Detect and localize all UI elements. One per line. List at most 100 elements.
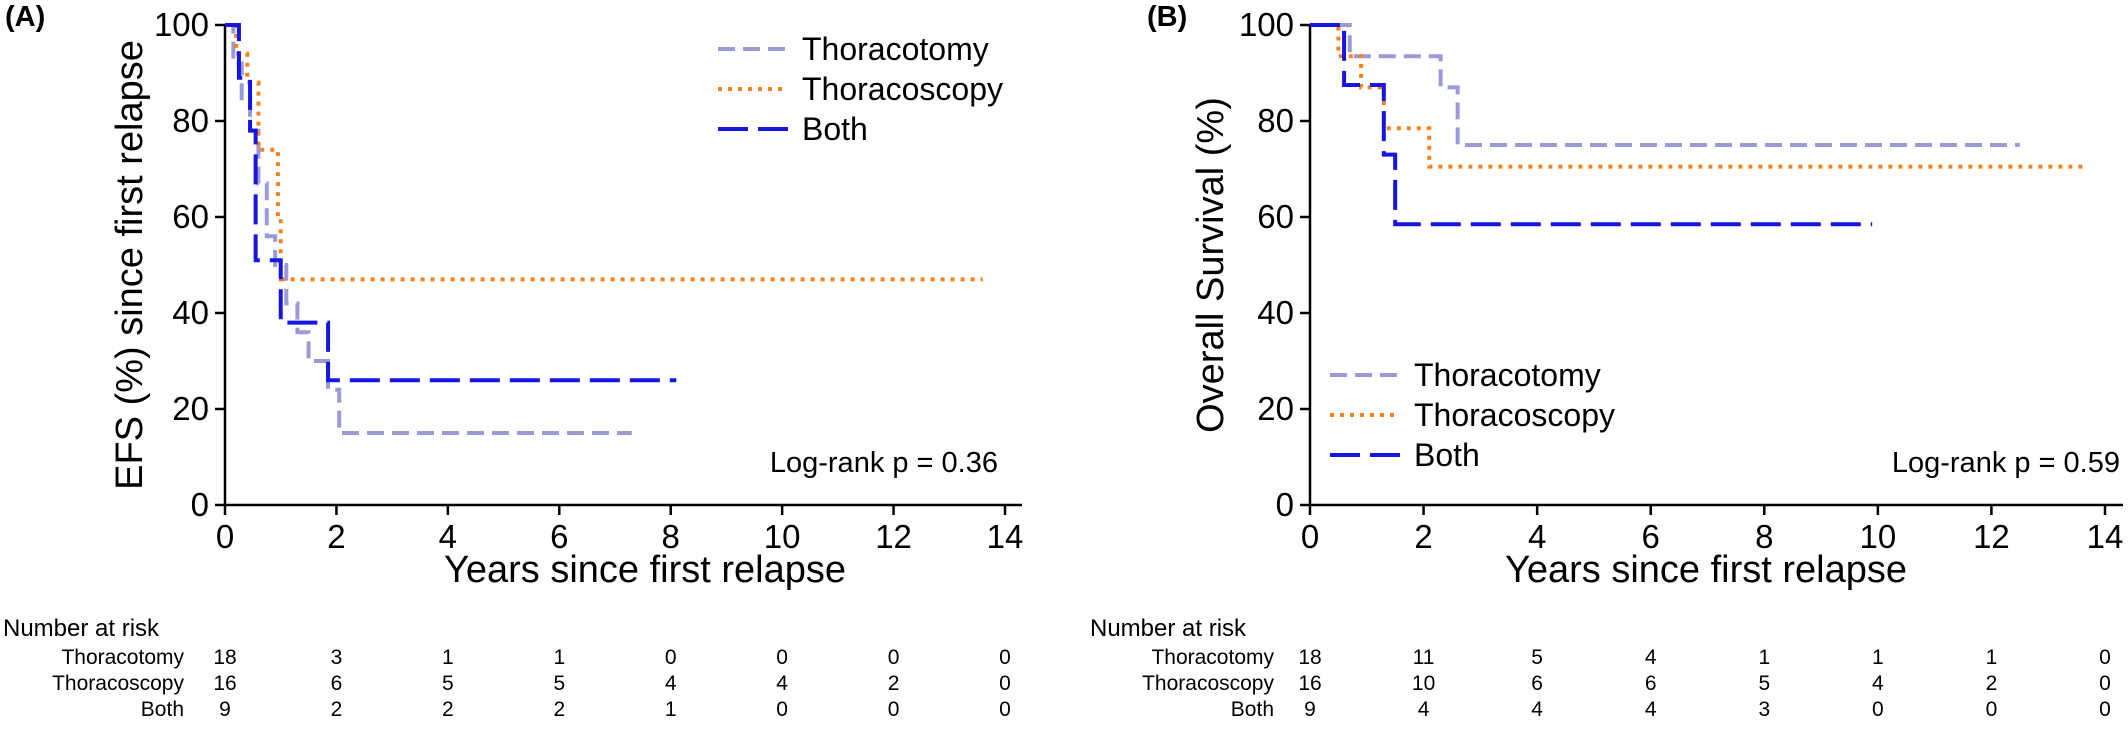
risk-count: 4 xyxy=(665,672,677,695)
x-tick-label: 2 xyxy=(327,518,345,555)
y-axis-label: EFS (%) since first relapse xyxy=(109,40,151,490)
x-tick-label: 4 xyxy=(1528,518,1546,555)
x-tick-label: 4 xyxy=(439,518,457,555)
risk-count: 0 xyxy=(665,646,677,669)
x-tick-label: 2 xyxy=(1414,518,1432,555)
risk-count: 1 xyxy=(442,646,454,669)
x-tick-label: 14 xyxy=(2087,518,2124,555)
risk-count: 2 xyxy=(1986,672,1998,695)
risk-count: 5 xyxy=(1531,646,1543,669)
risk-count: 0 xyxy=(888,646,900,669)
risk-count: 16 xyxy=(213,672,236,695)
risk-count: 1 xyxy=(1872,646,1884,669)
x-tick-label: 8 xyxy=(1755,518,1773,555)
x-tick-label: 12 xyxy=(875,518,912,555)
risk-count: 4 xyxy=(1418,698,1430,721)
panel-label: (B) xyxy=(1147,1,1187,33)
y-tick-label: 20 xyxy=(1257,390,1294,427)
risk-table-header: Number at risk xyxy=(3,615,160,642)
risk-count: 0 xyxy=(999,672,1011,695)
risk-count: 18 xyxy=(213,646,236,669)
x-axis-label: Years since first relapse xyxy=(444,549,846,591)
risk-count: 4 xyxy=(1645,698,1657,721)
risk-table-header: Number at risk xyxy=(1090,615,1247,642)
risk-count: 0 xyxy=(1986,698,1998,721)
risk-count: 9 xyxy=(219,698,231,721)
y-tick-label: 60 xyxy=(172,198,209,235)
panel-label: (A) xyxy=(5,1,45,33)
risk-count: 1 xyxy=(1758,646,1770,669)
y-tick-label: 0 xyxy=(191,486,209,523)
risk-count: 3 xyxy=(331,646,343,669)
y-axis-label: Overall Survival (%) xyxy=(1190,97,1232,433)
legend-label-both: Both xyxy=(802,111,868,147)
risk-count: 2 xyxy=(442,698,454,721)
risk-count: 4 xyxy=(776,672,788,695)
risk-count: 0 xyxy=(999,646,1011,669)
x-tick-label: 6 xyxy=(1642,518,1660,555)
legend-label-thoracoscopy: Thoracoscopy xyxy=(802,71,1003,107)
x-tick-label: 12 xyxy=(1973,518,2010,555)
risk-count: 16 xyxy=(1298,672,1321,695)
risk-row-label: Thoracotomy xyxy=(1151,646,1274,669)
y-tick-label: 20 xyxy=(172,390,209,427)
risk-row-label: Both xyxy=(1231,698,1274,721)
risk-count: 2 xyxy=(553,698,565,721)
km-curve-thoracotomy xyxy=(225,23,632,435)
risk-count: 2 xyxy=(888,672,900,695)
legend-label-thoracotomy: Thoracotomy xyxy=(1414,357,1601,393)
logrank-annotation: Log-rank p = 0.59 xyxy=(1892,447,2120,479)
y-tick-label: 60 xyxy=(1257,198,1294,235)
y-tick-label: 0 xyxy=(1276,486,1294,523)
risk-count: 6 xyxy=(1531,672,1543,695)
risk-row-label: Thoracotomy xyxy=(61,646,184,669)
y-tick-label: 100 xyxy=(1239,6,1294,43)
risk-count: 4 xyxy=(1531,698,1543,721)
risk-count: 0 xyxy=(2099,672,2111,695)
risk-count: 5 xyxy=(553,672,565,695)
x-tick-label: 0 xyxy=(216,518,234,555)
x-tick-label: 10 xyxy=(764,518,801,555)
risk-count: 1 xyxy=(1986,646,1998,669)
y-tick-label: 80 xyxy=(172,102,209,139)
y-tick-label: 100 xyxy=(154,6,209,43)
risk-count: 4 xyxy=(1872,672,1884,695)
legend-label-both: Both xyxy=(1414,437,1480,473)
risk-row-label: Both xyxy=(141,698,184,721)
risk-count: 18 xyxy=(1298,646,1321,669)
km-curve-thoracotomy xyxy=(1310,23,2020,147)
risk-count: 2 xyxy=(331,698,343,721)
risk-count: 0 xyxy=(776,698,788,721)
km-curve-both xyxy=(225,23,677,383)
legend-label-thoracotomy: Thoracotomy xyxy=(802,31,989,67)
x-tick-label: 10 xyxy=(1859,518,1896,555)
legend-label-thoracoscopy: Thoracoscopy xyxy=(1414,397,1615,433)
risk-row-label: Thoracoscopy xyxy=(1142,672,1274,695)
risk-count: 3 xyxy=(1758,698,1770,721)
risk-count: 5 xyxy=(442,672,454,695)
risk-count: 0 xyxy=(776,646,788,669)
risk-count: 11 xyxy=(1413,646,1435,669)
risk-count: 9 xyxy=(1304,698,1316,721)
x-tick-label: 14 xyxy=(987,518,1024,555)
risk-count: 1 xyxy=(665,698,677,721)
x-tick-label: 0 xyxy=(1301,518,1319,555)
km-curve-both xyxy=(1310,23,1873,227)
x-tick-label: 6 xyxy=(550,518,568,555)
risk-count: 0 xyxy=(1872,698,1884,721)
risk-count: 0 xyxy=(2099,646,2111,669)
risk-count: 5 xyxy=(1758,672,1770,695)
risk-count: 10 xyxy=(1412,672,1435,695)
risk-count: 6 xyxy=(331,672,343,695)
risk-count: 1 xyxy=(553,646,565,669)
risk-count: 4 xyxy=(1645,646,1657,669)
risk-count: 0 xyxy=(888,698,900,721)
y-tick-label: 40 xyxy=(172,294,209,331)
risk-row-label: Thoracoscopy xyxy=(52,672,184,695)
y-tick-label: 40 xyxy=(1257,294,1294,331)
y-tick-label: 80 xyxy=(1257,102,1294,139)
x-axis-label: Years since first relapse xyxy=(1505,549,1907,591)
risk-count: 6 xyxy=(1645,672,1657,695)
